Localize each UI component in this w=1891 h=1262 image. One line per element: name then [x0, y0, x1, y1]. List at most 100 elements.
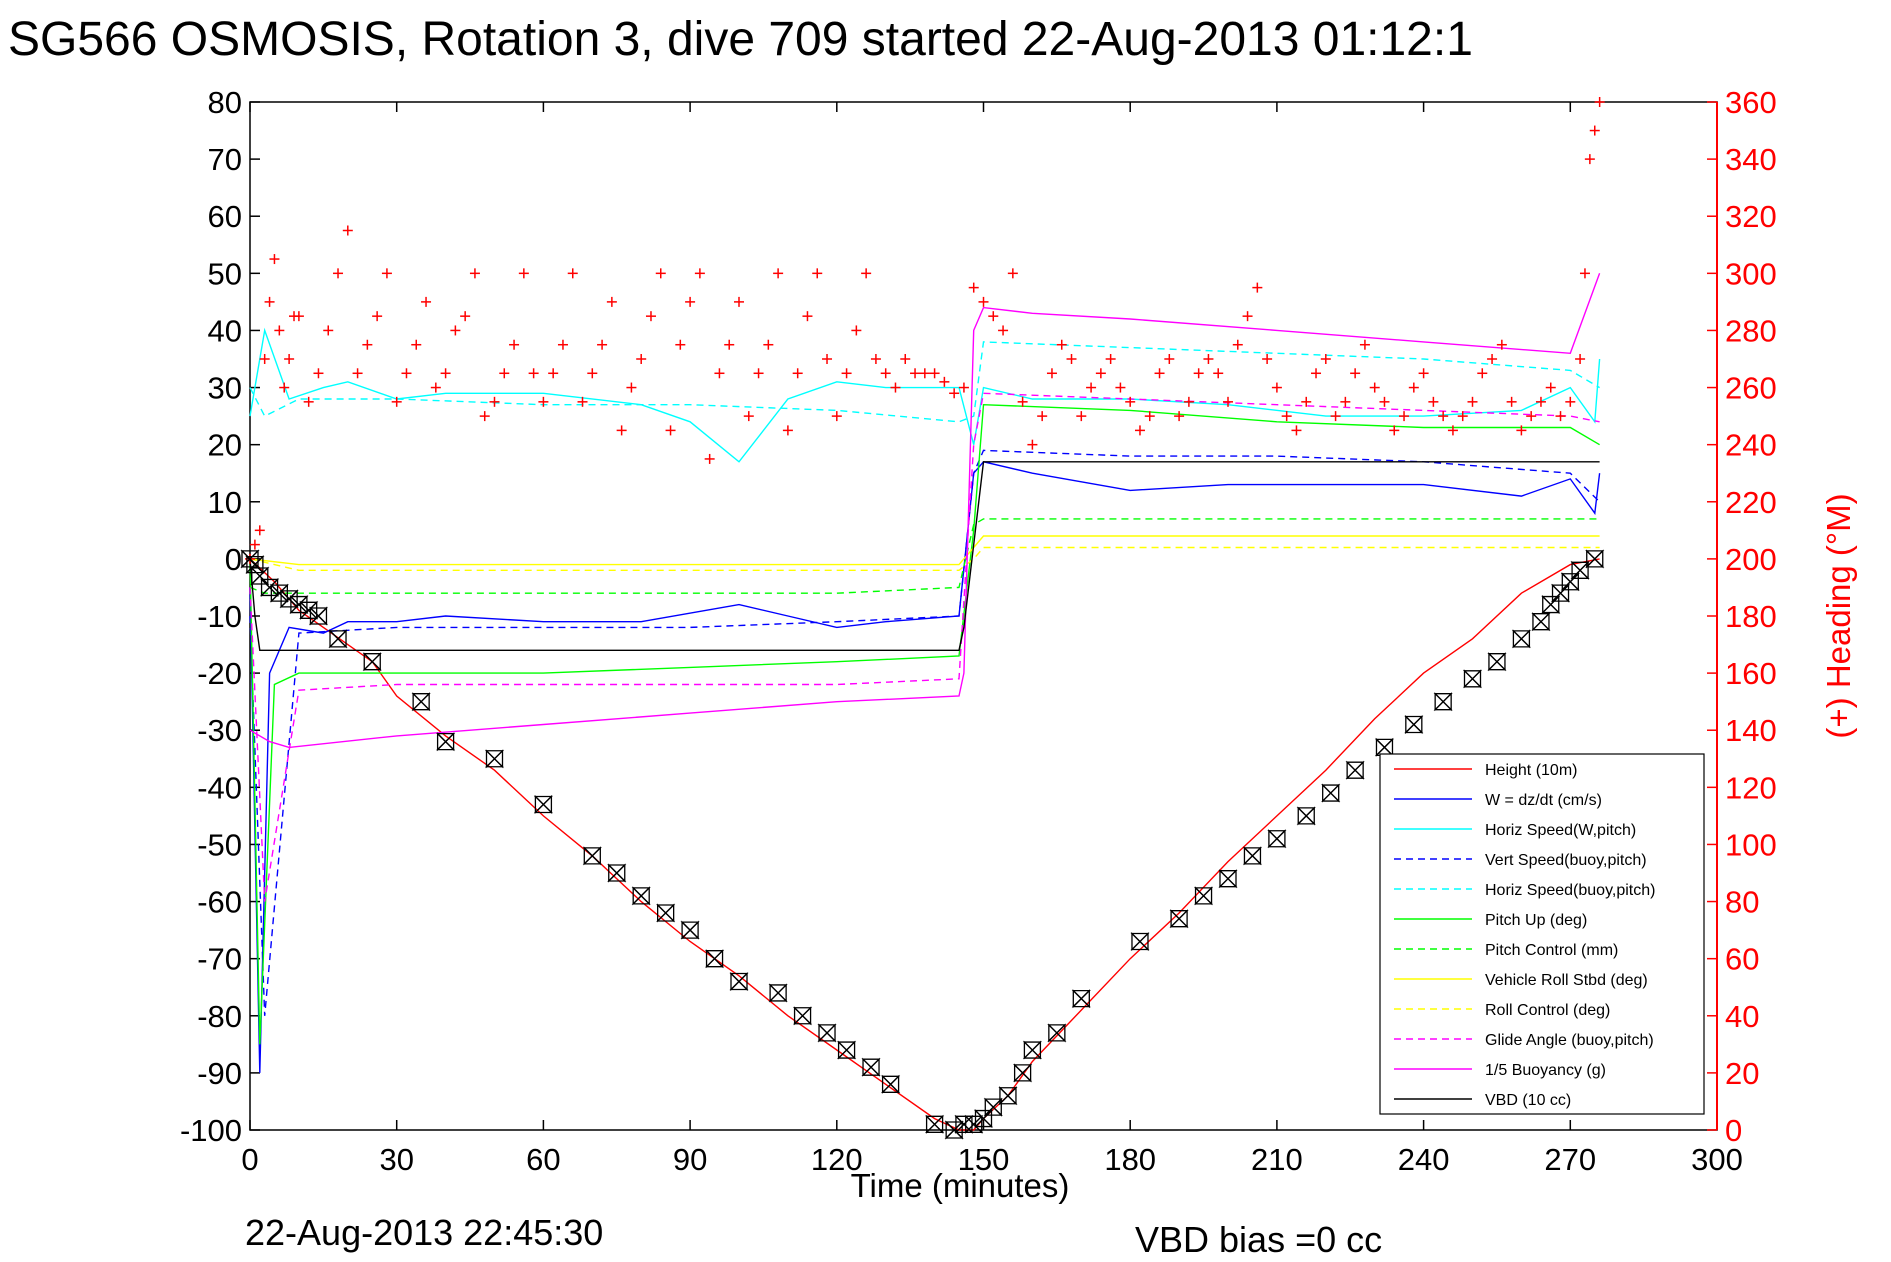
- heading-point: [1183, 396, 1194, 407]
- waypoint-marker: [631, 886, 651, 906]
- heading-point: [1252, 282, 1263, 293]
- y-right-tick-label: 20: [1725, 1056, 1759, 1091]
- heading-point: [831, 411, 842, 422]
- heading-point: [919, 368, 930, 379]
- y-tick-label: 40: [208, 313, 242, 348]
- y-tick-label: 30: [208, 371, 242, 406]
- waypoint-marker: [983, 1097, 1003, 1117]
- x-tick-label: 120: [811, 1142, 863, 1177]
- heading-point: [1555, 411, 1566, 422]
- y-right-tick-label: 280: [1725, 313, 1777, 348]
- heading-point: [743, 411, 754, 422]
- waypoint-marker: [245, 555, 265, 575]
- series-line: [249, 403, 1600, 1045]
- y-right-tick-label: 120: [1725, 770, 1777, 805]
- y-tick-label: 70: [208, 142, 242, 177]
- heading-point: [694, 268, 705, 279]
- y-right-tick-label: 340: [1725, 142, 1777, 177]
- waypoint-marker: [793, 1006, 813, 1026]
- y-tick-label: 50: [208, 256, 242, 291]
- heading-point: [1545, 382, 1556, 393]
- heading-point: [773, 268, 784, 279]
- heading-point: [1095, 368, 1106, 379]
- series-line: [249, 392, 1600, 902]
- heading-point: [538, 396, 549, 407]
- series-layer: [249, 273, 1601, 1131]
- waypoint-marker: [362, 652, 382, 672]
- waypoint-marker: [656, 903, 676, 923]
- x-tick-label: 30: [379, 1142, 413, 1177]
- legend-label: Horiz Speed(buoy,pitch): [1485, 882, 1655, 899]
- heading-point: [489, 396, 500, 407]
- heading-point: [597, 339, 608, 350]
- heading-point: [1379, 396, 1390, 407]
- heading-point: [518, 268, 529, 279]
- waypoint-marker: [837, 1040, 857, 1060]
- heading-point: [323, 325, 334, 336]
- heading-point: [851, 325, 862, 336]
- heading-point: [1007, 268, 1018, 279]
- heading-point: [1311, 368, 1322, 379]
- waypoint-marker: [881, 1074, 901, 1094]
- heading-point: [1086, 382, 1097, 393]
- legend-label: Vert Speed(buoy,pitch): [1485, 852, 1647, 869]
- y-tick-label: -30: [197, 713, 242, 748]
- heading-point: [655, 268, 666, 279]
- series-line: [249, 546, 1600, 571]
- heading-point: [1359, 339, 1370, 350]
- waypoint-marker: [729, 971, 749, 992]
- legend-box: [1379, 753, 1705, 1115]
- waypoint-marker: [1193, 886, 1214, 906]
- y-tick-label: -20: [197, 656, 242, 691]
- heading-point: [890, 382, 901, 393]
- waypoint-marker: [1374, 737, 1395, 757]
- heading-point: [1516, 425, 1527, 436]
- y-right-tick-label: 80: [1725, 885, 1759, 920]
- heading-point: [401, 368, 412, 379]
- waypoint-marker: [328, 629, 348, 649]
- y-right-tick-label: 300: [1725, 256, 1777, 291]
- y-tick-label: -60: [197, 885, 242, 920]
- heading-point: [1594, 97, 1605, 107]
- waypoint-marker: [289, 595, 309, 615]
- heading-point: [1565, 396, 1576, 407]
- heading-point: [1418, 368, 1429, 379]
- heading-point: [1271, 382, 1282, 393]
- heading-point: [1164, 354, 1175, 364]
- heading-point: [606, 296, 617, 307]
- heading-point: [1579, 268, 1590, 279]
- x-tick-label: 90: [673, 1142, 707, 1177]
- heading-point: [274, 325, 285, 336]
- y-right-tick-label: 40: [1725, 999, 1759, 1034]
- heading-point: [1389, 425, 1400, 436]
- series-line: [249, 518, 1600, 594]
- legend-label: 1/5 Buoyancy (g): [1485, 1062, 1606, 1079]
- x-tick-label: 0: [241, 1142, 258, 1177]
- y-right-tick-label: 220: [1725, 485, 1777, 520]
- heading-point: [1037, 411, 1048, 422]
- heading-point: [269, 254, 280, 265]
- heading-point: [949, 388, 960, 399]
- series-line: [249, 461, 1600, 651]
- heading-point: [303, 396, 314, 407]
- axis-ticks: 0 30 60 90 120 150 180 210 240 270 300807060504030…: [180, 85, 1777, 1177]
- heading-point: [1291, 425, 1302, 436]
- legend-label: Vehicle Roll Stbd (deg): [1485, 972, 1648, 989]
- heading-point: [665, 425, 676, 436]
- y-right-tick-label: 60: [1725, 942, 1759, 977]
- x-axis-label: Time (minutes): [851, 1167, 1070, 1204]
- heading-point: [704, 453, 715, 464]
- legend: Height (10m) W = dz/dt (cm/s) Horiz Speed(…: [1379, 753, 1705, 1115]
- heading-point: [958, 382, 969, 393]
- y-tick-label: -10: [197, 599, 242, 634]
- waypoint-marker: [1242, 846, 1263, 866]
- y-right-tick-label: 240: [1725, 428, 1777, 463]
- heading-point: [1477, 368, 1488, 379]
- heading-point: [430, 382, 441, 393]
- heading-point: [557, 339, 568, 350]
- heading-point: [988, 311, 999, 322]
- heading-point: [636, 354, 647, 364]
- y-tick-label: 60: [208, 199, 242, 234]
- heading-point: [352, 368, 363, 379]
